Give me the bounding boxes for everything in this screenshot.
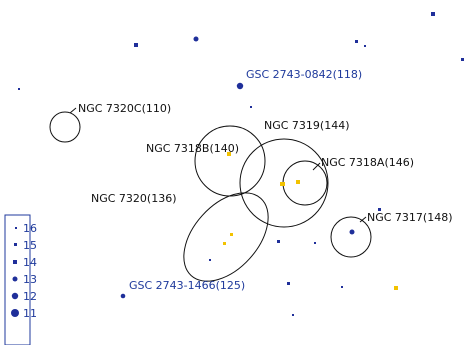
legend-symbol-15	[14, 243, 17, 246]
core-marker	[230, 233, 233, 236]
legend-symbol-12	[11, 292, 19, 300]
legend-symbol-11	[11, 309, 19, 317]
legend-symbol-14	[13, 260, 17, 264]
star-marker	[314, 242, 316, 244]
star-marker	[277, 240, 280, 243]
star-marker	[292, 314, 294, 316]
object-labels: NGC 7320C(110) NGC 7318B(140) NGC 7319(1…	[78, 68, 453, 292]
galaxy-outlines	[49, 111, 372, 282]
field-stars	[18, 12, 464, 316]
star-marker	[250, 106, 252, 108]
label-ngc7320: NGC 7320(136)	[91, 192, 177, 205]
legend-label-16: 16	[23, 222, 37, 235]
label-gsc-2743-1466: GSC 2743-1466(125)	[129, 279, 245, 292]
star-marker	[355, 40, 358, 43]
legend-label-13: 13	[23, 273, 37, 286]
leader-ngc7318a	[312, 162, 321, 171]
label-ngc7318a: NGC 7318A(146)	[321, 156, 414, 169]
star-marker	[18, 88, 20, 90]
star-marker	[287, 282, 290, 285]
legend-label-12: 12	[23, 290, 37, 303]
star-marker	[341, 286, 343, 288]
legend-label-15: 15	[23, 239, 37, 252]
leader-ngc7320c	[69, 107, 77, 114]
legend-symbol-13	[12, 276, 18, 282]
star-marker	[209, 259, 211, 261]
star-marker	[120, 293, 126, 299]
core-marker	[296, 180, 300, 184]
legend-label-14: 14	[23, 256, 37, 269]
label-ngc7319: NGC 7319(144)	[264, 119, 350, 132]
star-marker	[236, 82, 244, 90]
outline-ngc7319	[239, 138, 329, 228]
galaxy-cores	[223, 152, 398, 290]
star-marker	[364, 45, 366, 47]
legend-label-11: 11	[23, 307, 37, 320]
core-marker	[223, 242, 226, 245]
star-marker	[134, 43, 138, 47]
core-marker	[280, 182, 285, 186]
star-marker	[193, 36, 199, 42]
outline-ngc7320c	[49, 111, 81, 143]
label-ngc7318b: NGC 7318B(140)	[146, 142, 239, 155]
star-marker	[461, 58, 464, 61]
legend-symbol-16	[15, 227, 17, 229]
star-marker	[378, 208, 381, 211]
legend-frame	[4, 214, 31, 345]
outline-ngc7320	[183, 192, 269, 282]
core-marker	[394, 286, 398, 290]
label-ngc7320c: NGC 7320C(110)	[78, 102, 171, 115]
star-marker	[349, 229, 355, 235]
magnitude-legend: 16 15 14 13 12 11	[4, 214, 37, 345]
label-gsc-2743-0842: GSC 2743-0842(118)	[246, 68, 362, 81]
leader-ngc7317	[359, 216, 367, 223]
label-ngc7317: NGC 7317(148)	[367, 211, 453, 224]
label-leader-lines	[69, 107, 367, 223]
core-marker	[227, 152, 231, 156]
star-marker	[431, 12, 435, 16]
outline-ngc7317	[330, 216, 372, 258]
